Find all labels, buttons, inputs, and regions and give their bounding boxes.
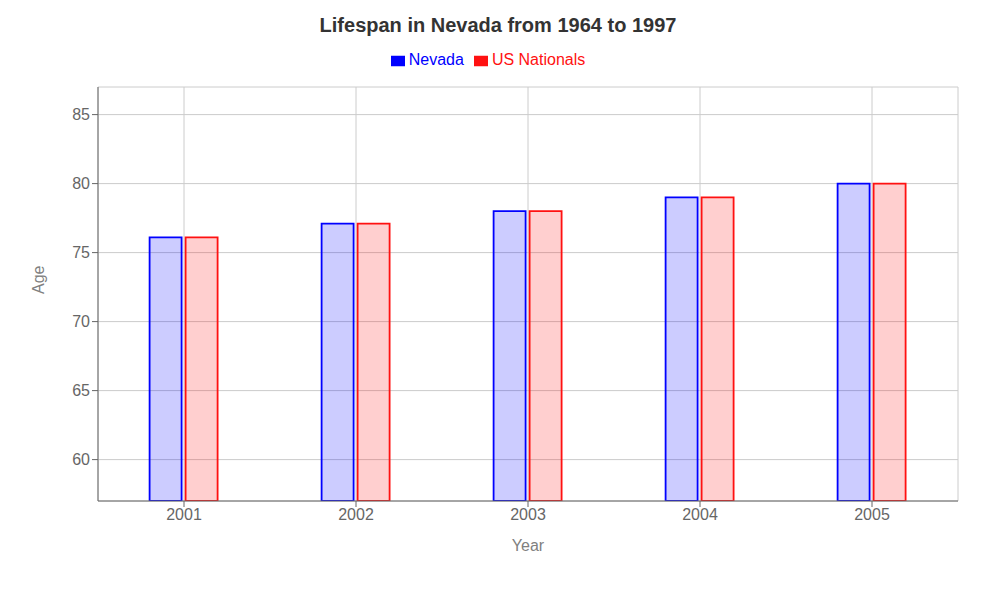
svg-text:70: 70: [72, 313, 90, 330]
svg-text:2001: 2001: [166, 506, 202, 523]
svg-text:85: 85: [72, 106, 90, 123]
html-text:US Nationals: US Nationals: [491, 51, 586, 68]
svg-text:2003: 2003: [510, 506, 546, 523]
svg-text:65: 65: [72, 382, 90, 399]
svg-text:2004: 2004: [682, 506, 718, 523]
html-text:Lifespan in Nevada from 1964 t: Lifespan in Nevada from 1964 to 1997: [319, 14, 677, 36]
svg-text:80: 80: [72, 175, 90, 192]
svg-text:2005: 2005: [854, 506, 890, 523]
svg-text:2002: 2002: [338, 506, 374, 523]
svg-text:75: 75: [72, 244, 90, 261]
html-text:Nevada: Nevada: [408, 51, 464, 68]
svg-text:60: 60: [72, 451, 90, 468]
svg-text:Age: Age: [30, 265, 47, 294]
svg-text:Year: Year: [512, 537, 545, 554]
